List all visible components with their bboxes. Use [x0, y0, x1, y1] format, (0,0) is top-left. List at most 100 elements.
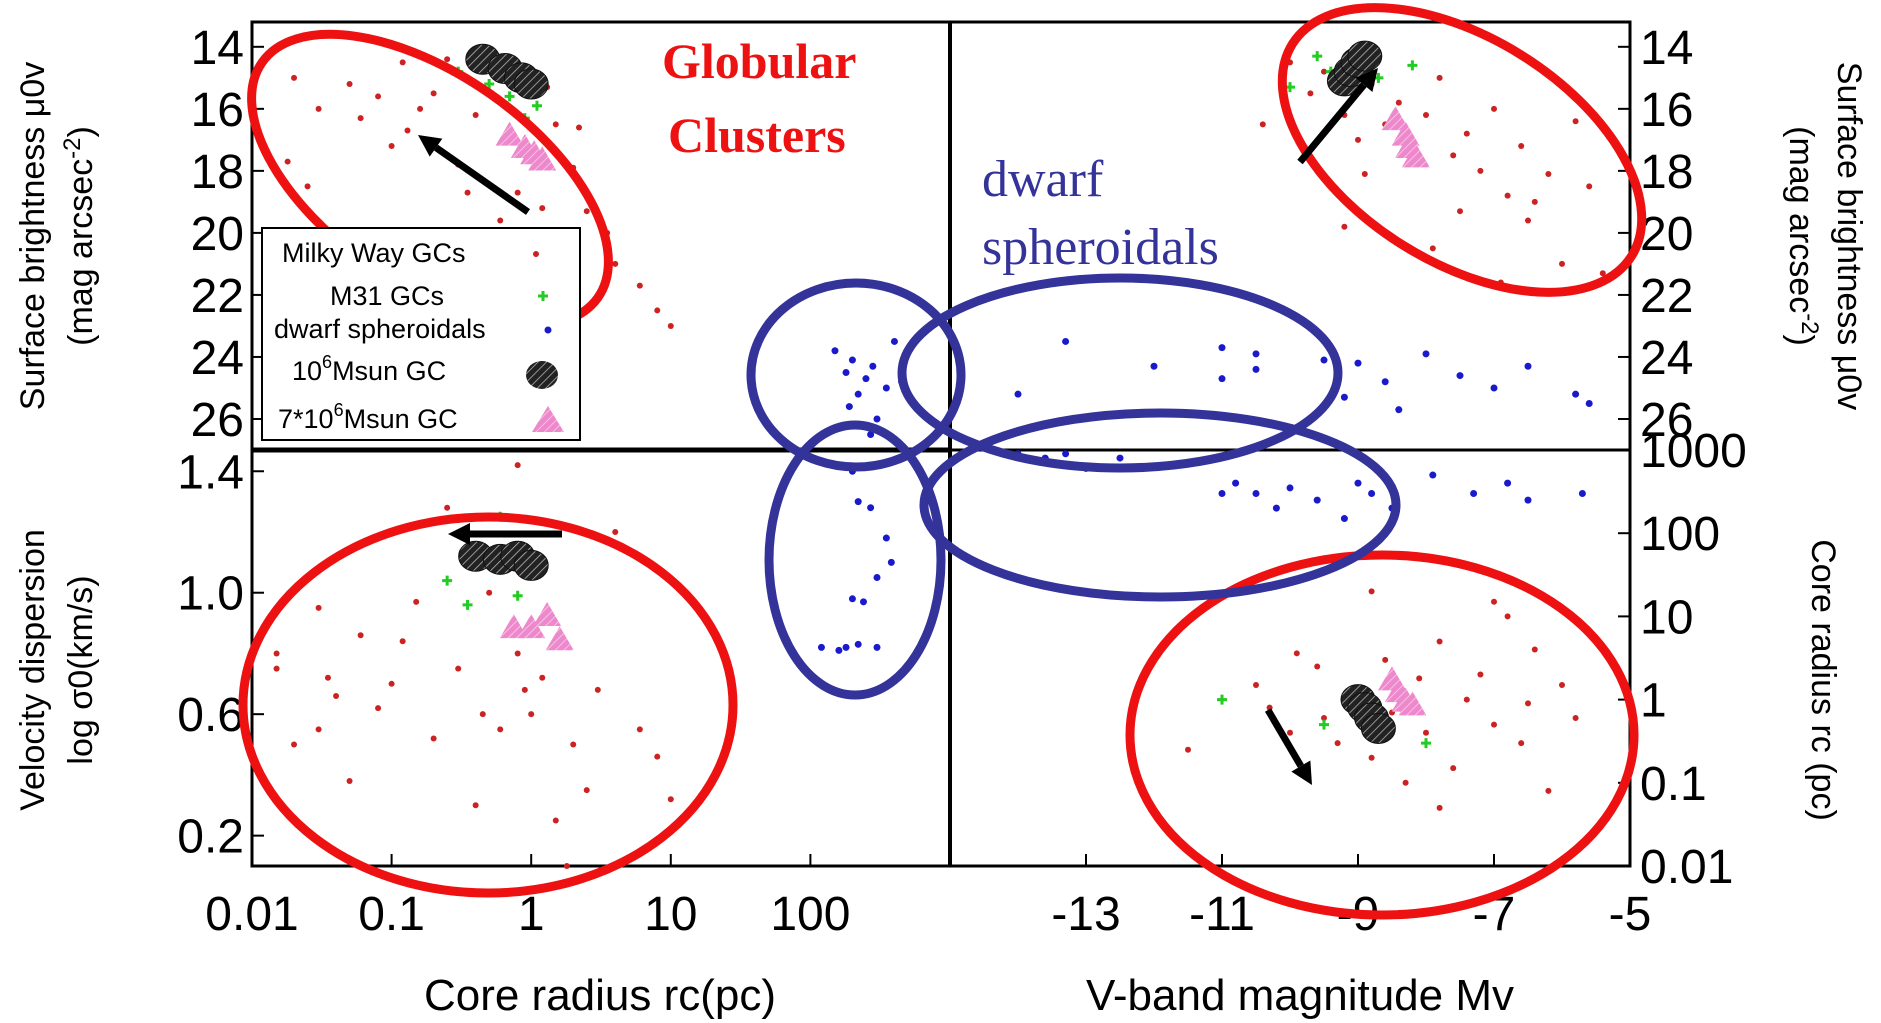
legend-box — [261, 227, 581, 441]
ytick-bottom-right-3: 10 — [1640, 591, 1693, 644]
point-bottom-left-s0-12 — [430, 735, 437, 742]
xtick-bottom-left-2: 1 — [518, 888, 545, 941]
point-top-left-s1-3 — [504, 91, 515, 102]
point-top-left-s0-10 — [444, 56, 451, 63]
point-top-right-s2-15 — [1524, 362, 1532, 370]
point-top-right-s1-4 — [1407, 60, 1418, 71]
ytick-bottom-right-5: 1000 — [1640, 425, 1747, 478]
point-top-left-s0-2 — [346, 81, 353, 88]
point-bottom-left-s0-19 — [497, 726, 504, 733]
point-top-right-s2-9 — [1354, 359, 1362, 367]
point-bottom-right-s2-13 — [1368, 490, 1376, 498]
point-top-left-s0-9 — [430, 90, 437, 97]
ellipse-blue-top-right — [897, 273, 1343, 473]
point-bottom-left-s2-6 — [873, 574, 881, 582]
point-top-right-s2-10 — [1381, 378, 1389, 386]
point-top-right-s0-17 — [1531, 198, 1538, 205]
ytick-top-left-6: 26 — [191, 394, 244, 447]
point-bottom-left-s2-11 — [854, 640, 862, 648]
point-top-left-s0-18 — [539, 205, 546, 212]
ellipse-red-bottom-left — [238, 512, 738, 898]
tick-layer: 14 16 18 20 22 24 26 14 16 18 20 22 24 26 0.2 0.6 1.0 1.4… — [177, 22, 1747, 941]
panel-frame-bottom-left — [250, 448, 952, 868]
ellipse-red-top-right — [1277, 3, 1647, 297]
point-bottom-left-s0-9 — [388, 680, 395, 687]
arrow-layer — [418, 68, 1378, 785]
point-top-right-s0-23 — [1341, 223, 1348, 230]
point-bottom-right-s2-15 — [1429, 471, 1437, 479]
point-top-left-s3-3 — [513, 68, 549, 100]
point-bottom-left-s0-32 — [563, 863, 570, 869]
point-top-left-s0-6 — [399, 59, 406, 66]
point-bottom-right-s0-1 — [1253, 681, 1259, 688]
point-top-right-s0-11 — [1450, 152, 1457, 159]
point-bottom-left-s0-14 — [455, 665, 462, 672]
point-top-right-s0-9 — [1423, 112, 1429, 119]
point-bottom-left-s1-4 — [512, 590, 523, 601]
xtick-bottom-left-4: 100 — [770, 888, 850, 941]
point-bottom-left-s0-5 — [333, 692, 340, 699]
point-top-right-s0-19 — [1559, 260, 1565, 267]
ylabel-left-bottom: Velocity dispersion — [14, 529, 52, 811]
point-top-left-s0-12 — [464, 189, 471, 196]
point-bottom-right-s0-13 — [1416, 675, 1423, 682]
ytick-top-left-2: 18 — [191, 146, 244, 199]
point-bottom-left-s2-4 — [848, 595, 856, 603]
arrow-bottom-left — [448, 523, 562, 545]
point-top-left-s2-12 — [867, 430, 875, 438]
legend-marker-mw — [533, 251, 539, 257]
point-top-left-s0-25 — [654, 307, 661, 314]
point-bottom-right-s0-17 — [1463, 696, 1470, 703]
point-bottom-right-s0-22 — [1531, 646, 1538, 653]
point-bottom-left-s0-31 — [667, 796, 674, 803]
point-bottom-right-s2-7 — [1252, 490, 1260, 498]
point-bottom-right-s2-12 — [1354, 479, 1362, 487]
point-bottom-left-s0-2 — [291, 741, 298, 748]
legend-marker-m31 — [538, 291, 548, 301]
legend-marker-gc7 — [532, 406, 564, 432]
point-top-left-s0-21 — [583, 208, 590, 215]
point-top-right-s0-20 — [1572, 118, 1579, 125]
point-bottom-right-s0-19 — [1491, 721, 1497, 728]
point-bottom-left-s0-0 — [273, 650, 280, 657]
point-top-left-s2-2 — [848, 356, 856, 364]
ytick-top-left-5: 24 — [191, 332, 244, 385]
point-top-left-s0-8 — [417, 105, 424, 112]
point-top-right-s0-27 — [1361, 170, 1368, 177]
ytick-top-right-6: 26 — [1640, 394, 1693, 447]
point-top-right-s0-4 — [1355, 136, 1361, 143]
point-bottom-right-s2-8 — [1272, 504, 1280, 512]
point-bottom-left-s0-16 — [472, 802, 479, 809]
point-top-right-s0-22 — [1457, 208, 1463, 215]
point-bottom-right-s0-12 — [1402, 779, 1409, 786]
point-top-left-s2-8 — [890, 337, 898, 345]
point-top-left-s0-13 — [472, 112, 479, 119]
point-bottom-left-s4-3 — [545, 626, 574, 651]
point-bottom-right-s2-10 — [1313, 496, 1321, 504]
xtick-bottom-left-3: 10 — [644, 888, 697, 941]
point-bottom-right-s2-11 — [1340, 515, 1348, 523]
point-top-right-s2-13 — [1456, 372, 1464, 380]
point-bottom-right-s1-1 — [1319, 719, 1329, 730]
point-bottom-left-s1-1 — [462, 599, 473, 610]
point-top-right-s2-7 — [1320, 356, 1328, 364]
point-top-left-s0-0 — [291, 74, 298, 81]
point-bottom-right-s0-5 — [1314, 663, 1321, 670]
point-bottom-left-s2-9 — [835, 646, 843, 654]
ytick-bottom-left-0: 0.2 — [177, 811, 244, 864]
point-top-left-s2-1 — [842, 368, 850, 376]
ytick-bottom-right-4: 100 — [1640, 508, 1720, 561]
point-bottom-right-s2-19 — [1578, 490, 1586, 498]
point-top-left-s0-27 — [284, 158, 291, 165]
ylabel-left-top-units: (mag arcsec-2) — [59, 126, 100, 346]
point-bottom-left-s2-8 — [817, 643, 825, 651]
point-bottom-right-s0-3 — [1287, 729, 1293, 736]
point-bottom-left-s0-27 — [594, 686, 601, 693]
point-bottom-left-s0-13 — [444, 504, 451, 511]
ytick-bottom-right-2: 1 — [1640, 675, 1667, 728]
point-bottom-right-s2-16 — [1470, 490, 1478, 498]
point-bottom-left-s0-24 — [552, 817, 559, 824]
ylabel-left-bottom-units: log σ0(km/s) — [62, 575, 100, 764]
legend: Milky Way GCs M31 GCs dwarf spheroidals … — [261, 227, 581, 441]
